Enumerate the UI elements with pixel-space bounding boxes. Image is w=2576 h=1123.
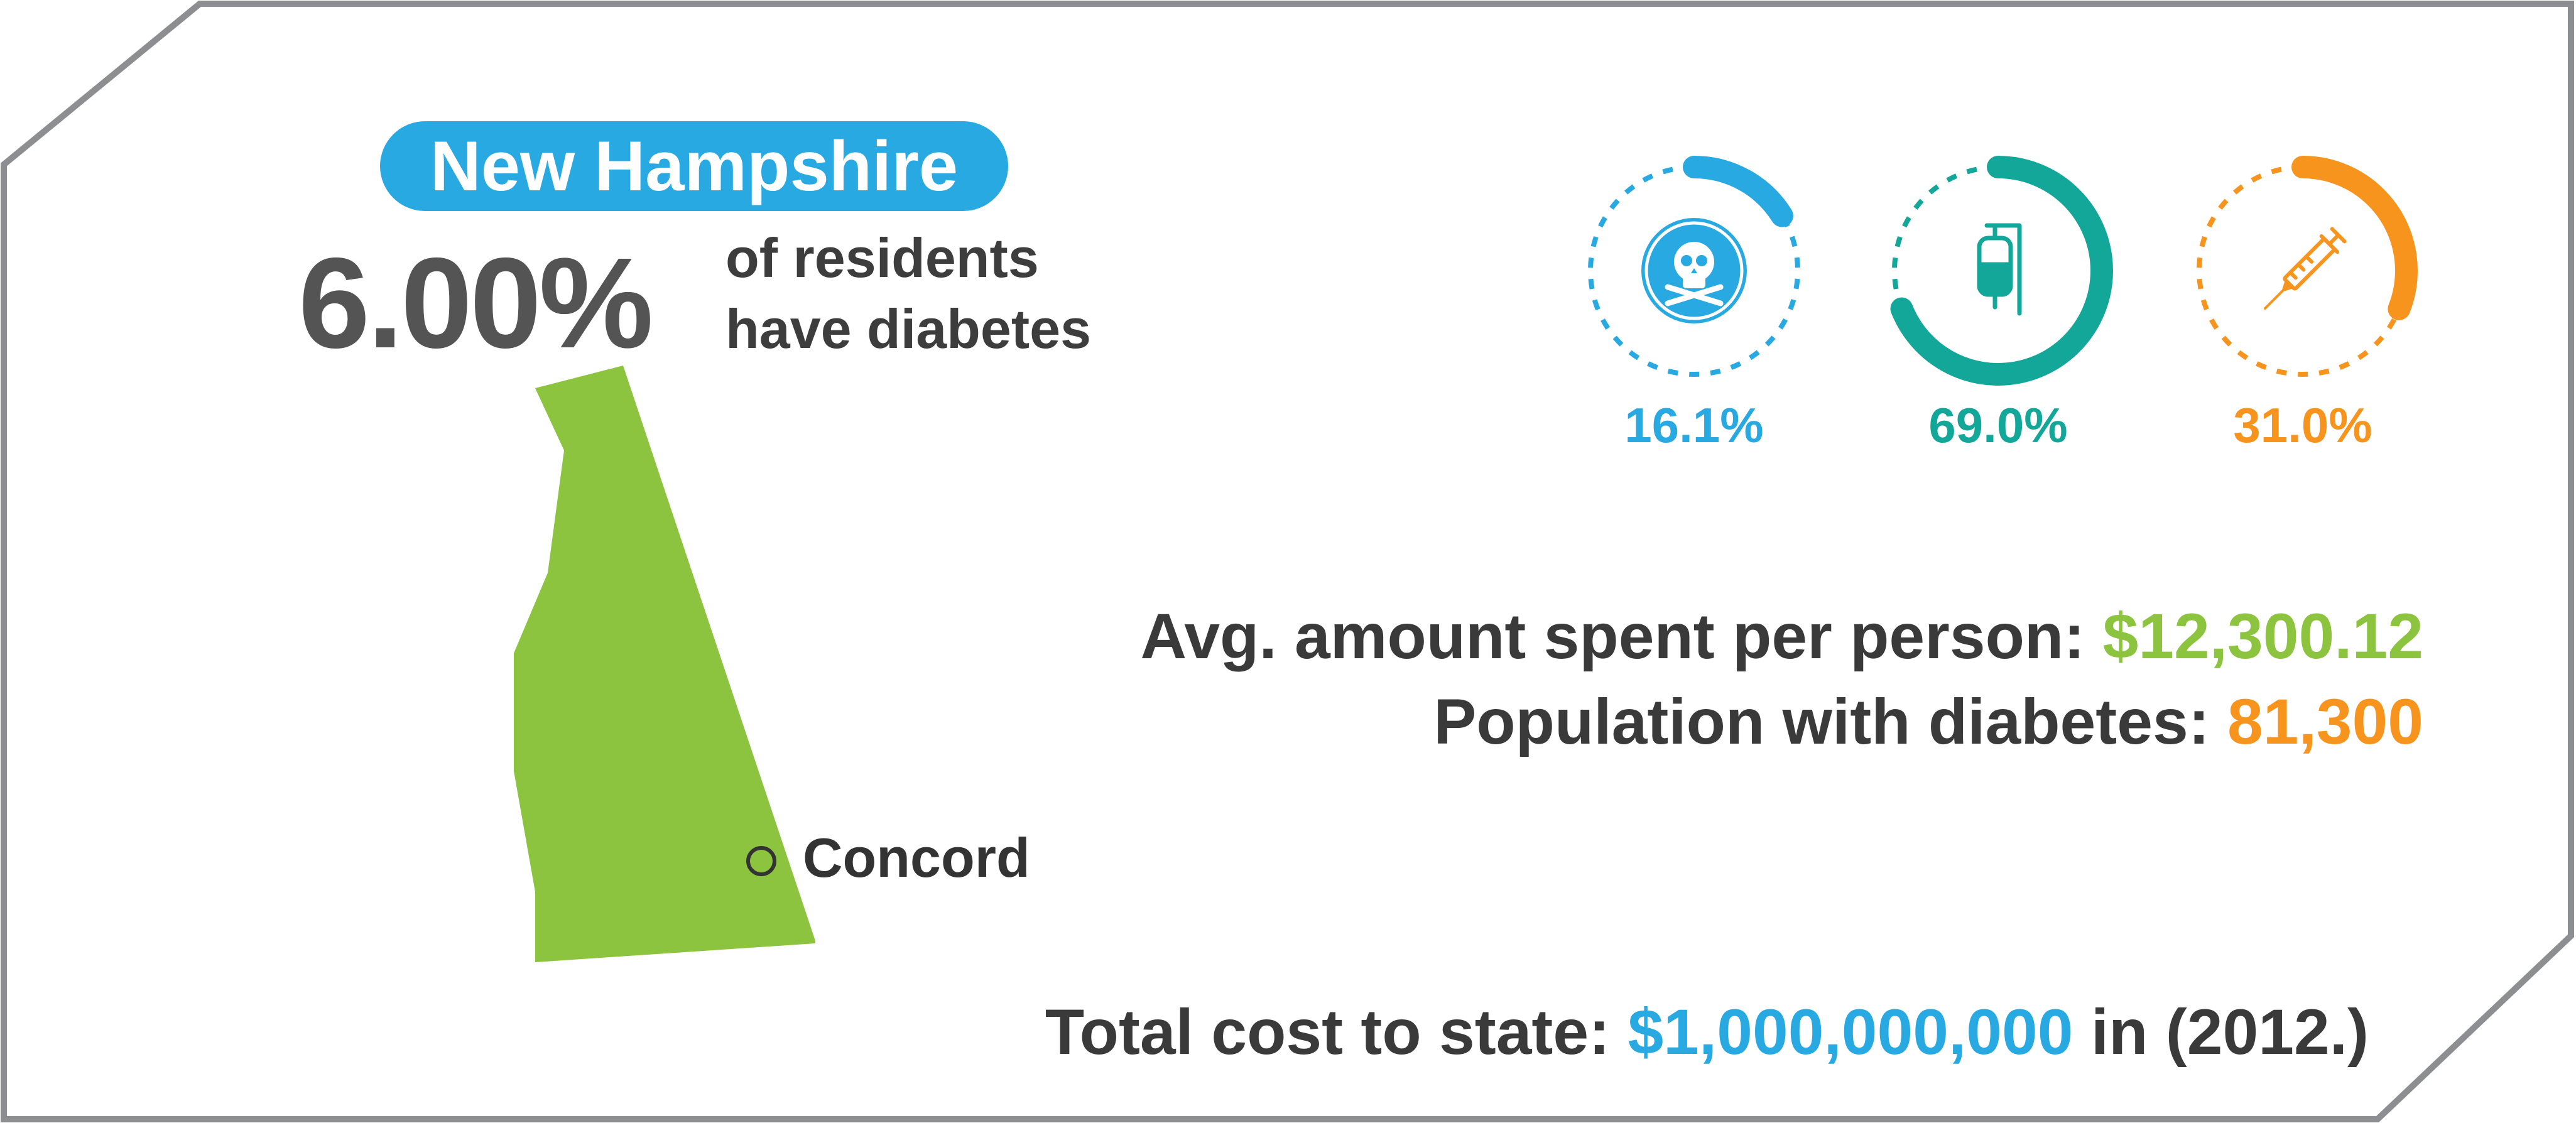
ring-2-progress-arc	[1883, 156, 2113, 386]
iv-bag-icon	[1977, 223, 2022, 316]
state-name-badge: New Hampshire	[380, 121, 1008, 211]
capital-city-label: Concord	[803, 827, 1030, 889]
total-cost-stat: Total cost to state: $1,000,000,000 in (…	[1045, 1000, 2369, 1064]
avg-spend-label: Avg. amount spent per person:	[1140, 600, 2085, 672]
residents-text-line2: have diabetes	[726, 298, 1092, 360]
residents-text-line1: of residents	[726, 227, 1039, 289]
total-cost-value: $1,000,000,000	[1628, 996, 2073, 1068]
population-value: 81,300	[2227, 686, 2423, 757]
ring-chart-3	[2188, 156, 2418, 386]
total-cost-suffix: in (2012.)	[2090, 996, 2369, 1068]
population-label: Population with diabetes:	[1433, 686, 2210, 757]
capital-marker-icon	[746, 846, 776, 876]
ring-chart-1	[1579, 156, 1809, 386]
avg-spend-stat: Avg. amount spent per person: $12,300.12	[1140, 604, 2423, 668]
population-stat: Population with diabetes: 81,300	[1433, 690, 2423, 754]
total-cost-label: Total cost to state:	[1045, 996, 1611, 1068]
syringe-icon	[2263, 227, 2347, 310]
ring-1-percent: 16.1%	[1624, 398, 1764, 453]
avg-spend-value: $12,300.12	[2102, 600, 2424, 672]
ring-1-progress-arc	[1579, 156, 1809, 386]
state-shape	[514, 366, 815, 962]
ring-3-percent: 31.0%	[2233, 398, 2372, 453]
ring-chart-2	[1883, 156, 2113, 386]
skull-crossbones-icon	[1641, 218, 1747, 323]
diabetes-percent: 6.00%	[298, 231, 653, 375]
ring-3-progress-arc	[2188, 156, 2418, 386]
ring-2-percent: 69.0%	[1928, 398, 2068, 453]
